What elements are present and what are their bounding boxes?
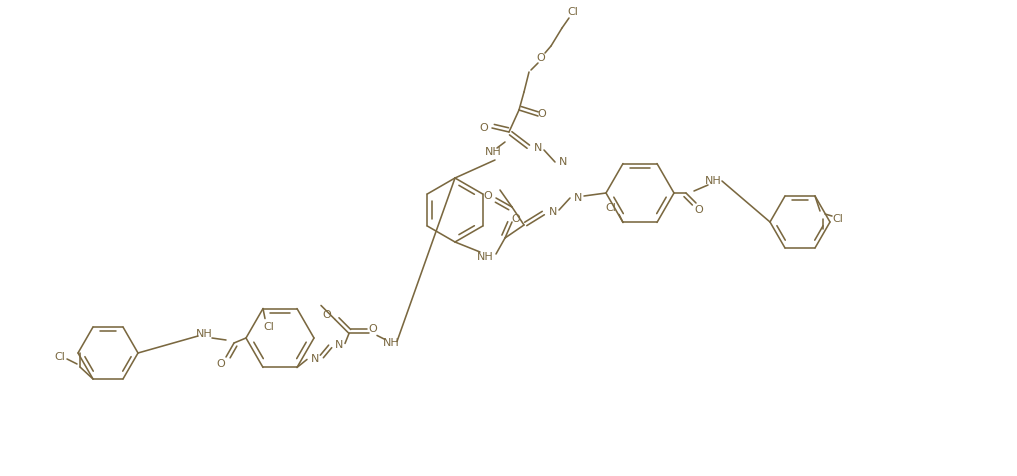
Text: N: N xyxy=(534,143,542,153)
Text: O: O xyxy=(368,325,377,335)
Text: O: O xyxy=(695,205,704,215)
Text: N: N xyxy=(335,340,343,350)
Text: N: N xyxy=(311,355,319,365)
Text: O: O xyxy=(217,359,226,369)
Text: NH: NH xyxy=(195,329,213,339)
Text: O: O xyxy=(538,109,546,119)
Text: N: N xyxy=(549,207,557,217)
Text: O: O xyxy=(537,53,545,63)
Text: NH: NH xyxy=(705,176,721,186)
Text: Cl: Cl xyxy=(55,352,65,362)
Text: O: O xyxy=(480,123,488,133)
Text: O: O xyxy=(322,310,332,320)
Text: Cl: Cl xyxy=(833,214,843,224)
Text: N: N xyxy=(558,157,567,167)
Text: Cl: Cl xyxy=(567,7,579,17)
Text: Cl: Cl xyxy=(263,322,275,332)
Text: N: N xyxy=(574,193,582,203)
Text: NH: NH xyxy=(382,338,400,348)
Text: NH: NH xyxy=(485,147,501,157)
Text: O: O xyxy=(484,191,492,201)
Text: NH: NH xyxy=(477,252,493,262)
Text: O: O xyxy=(512,214,521,224)
Text: Cl: Cl xyxy=(605,203,616,213)
